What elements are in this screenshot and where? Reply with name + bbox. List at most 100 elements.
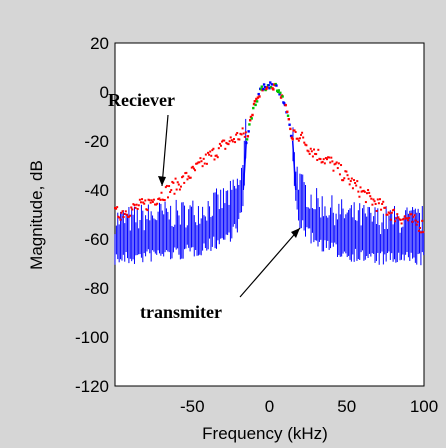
receiver-point [333, 163, 336, 166]
receiver-point [169, 190, 172, 193]
receiver-point [148, 199, 151, 202]
receiver-point [320, 161, 323, 164]
receiver-point [389, 218, 392, 221]
receiver-point [316, 159, 319, 162]
receiver-point [122, 216, 125, 219]
receiver-point [344, 170, 347, 173]
receiver-point [329, 161, 332, 164]
receiver-point [414, 219, 417, 222]
y-tick-label: -60 [84, 230, 109, 249]
center-point [290, 136, 294, 139]
receiver-point [386, 213, 389, 216]
annotation-transmitter: transmiter [140, 302, 222, 322]
receiver-point [185, 171, 188, 174]
receiver-point [328, 156, 331, 159]
annotation-receiver: Reciever [108, 90, 175, 110]
receiver-point [356, 180, 359, 183]
receiver-point [398, 218, 401, 221]
receiver-point [384, 206, 387, 209]
receiver-point [388, 212, 391, 215]
center-point [278, 93, 281, 96]
receiver-point [322, 158, 325, 161]
receiver-point [376, 198, 379, 201]
receiver-point [321, 160, 324, 163]
receiver-point [121, 210, 124, 213]
receiver-point [151, 200, 154, 203]
receiver-point [131, 208, 134, 211]
receiver-point [394, 220, 397, 223]
receiver-point [365, 192, 368, 195]
receiver-point [240, 133, 243, 136]
receiver-point [411, 220, 414, 223]
receiver-point [415, 223, 418, 226]
receiver-point [371, 203, 374, 206]
receiver-point [360, 190, 363, 193]
receiver-point [359, 186, 362, 189]
receiver-point [312, 148, 315, 151]
center-point [275, 84, 278, 87]
receiver-point [337, 162, 340, 165]
receiver-point [397, 216, 400, 219]
receiver-point [236, 131, 239, 134]
receiver-point [319, 158, 322, 161]
receiver-point [310, 150, 313, 153]
receiver-point [138, 198, 141, 201]
receiver-point [158, 197, 161, 200]
center-point [265, 87, 268, 91]
receiver-point [205, 162, 208, 165]
receiver-point [200, 160, 203, 163]
receiver-point [304, 143, 307, 146]
receiver-point [298, 137, 301, 140]
center-point [263, 86, 267, 89]
receiver-point [242, 132, 245, 135]
transmitter-skirt [291, 140, 297, 191]
receiver-point [367, 189, 370, 192]
receiver-point [196, 162, 199, 165]
receiver-point [223, 139, 226, 142]
receiver-point [325, 158, 328, 161]
center-point [247, 130, 250, 133]
center-point [254, 103, 257, 107]
receiver-point [123, 213, 126, 216]
receiver-point [342, 179, 345, 182]
receiver-point [349, 180, 352, 183]
y-tick-label: -40 [84, 181, 109, 200]
receiver-point [338, 173, 341, 176]
receiver-point [226, 142, 229, 145]
receiver-point [381, 202, 384, 205]
receiver-point [238, 138, 241, 141]
receiver-point [315, 153, 318, 156]
y-tick-label: 0 [100, 83, 109, 102]
receiver-point [295, 137, 298, 140]
y-axis-label: Magnitude, dB [27, 160, 46, 270]
receiver-point [293, 129, 296, 132]
receiver-point [235, 133, 238, 136]
center-point [255, 97, 258, 101]
receiver-point [208, 153, 211, 156]
receiver-point [401, 218, 404, 221]
receiver-point [399, 218, 402, 221]
center-point [284, 103, 287, 107]
receiver-point [203, 162, 206, 165]
receiver-point [416, 220, 419, 223]
receiver-point [244, 131, 247, 134]
receiver-point [190, 166, 193, 169]
receiver-point [224, 147, 227, 150]
center-point [291, 137, 294, 141]
center-point [249, 115, 253, 119]
receiver-point [134, 206, 137, 209]
receiver-point [336, 167, 339, 170]
receiver-point [393, 208, 396, 211]
tick-labels: 20 0 -20 -40 -60 -80 -100 -120 -50 0 50 100 [75, 34, 438, 416]
receiver-point [120, 211, 123, 214]
receiver-point [214, 154, 217, 157]
receiver-point [404, 217, 407, 220]
receiver-point [308, 152, 311, 155]
y-tick-label: -100 [75, 328, 109, 347]
receiver-point [323, 162, 326, 165]
receiver-point [183, 181, 186, 184]
receiver-point [146, 209, 149, 212]
receiver-point [139, 201, 142, 204]
receiver-point [303, 141, 306, 144]
receiver-point [221, 140, 224, 143]
